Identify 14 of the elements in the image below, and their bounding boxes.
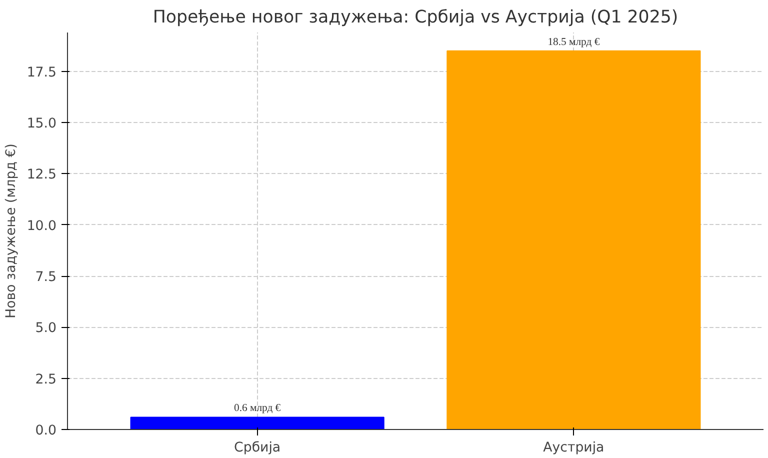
data-label: 18.5 млрд € bbox=[548, 36, 600, 48]
data-label: 0.6 млрд € bbox=[234, 403, 282, 414]
y-tick-label: 2.5 bbox=[35, 372, 57, 388]
y-tick-label: 15.0 bbox=[26, 116, 57, 132]
y-axis-title: Ново задужење (млрд €) bbox=[4, 144, 19, 318]
chart-title: Поређење новог задужења: Србија vs Аустрија (Q1 2025) bbox=[152, 8, 678, 28]
x-tick-label: Аустрија bbox=[543, 440, 604, 456]
y-tick-label: 12.5 bbox=[26, 168, 57, 183]
y-tick-label: 17.5 bbox=[26, 65, 57, 80]
y-tick-label: 5.0 bbox=[35, 321, 57, 336]
y-tick-label: 7.5 bbox=[35, 270, 57, 286]
y-tick-label: 0.0 bbox=[35, 424, 57, 438]
x-tick-label: Србија bbox=[234, 440, 281, 456]
y-tick-label: 10.0 bbox=[26, 218, 57, 234]
